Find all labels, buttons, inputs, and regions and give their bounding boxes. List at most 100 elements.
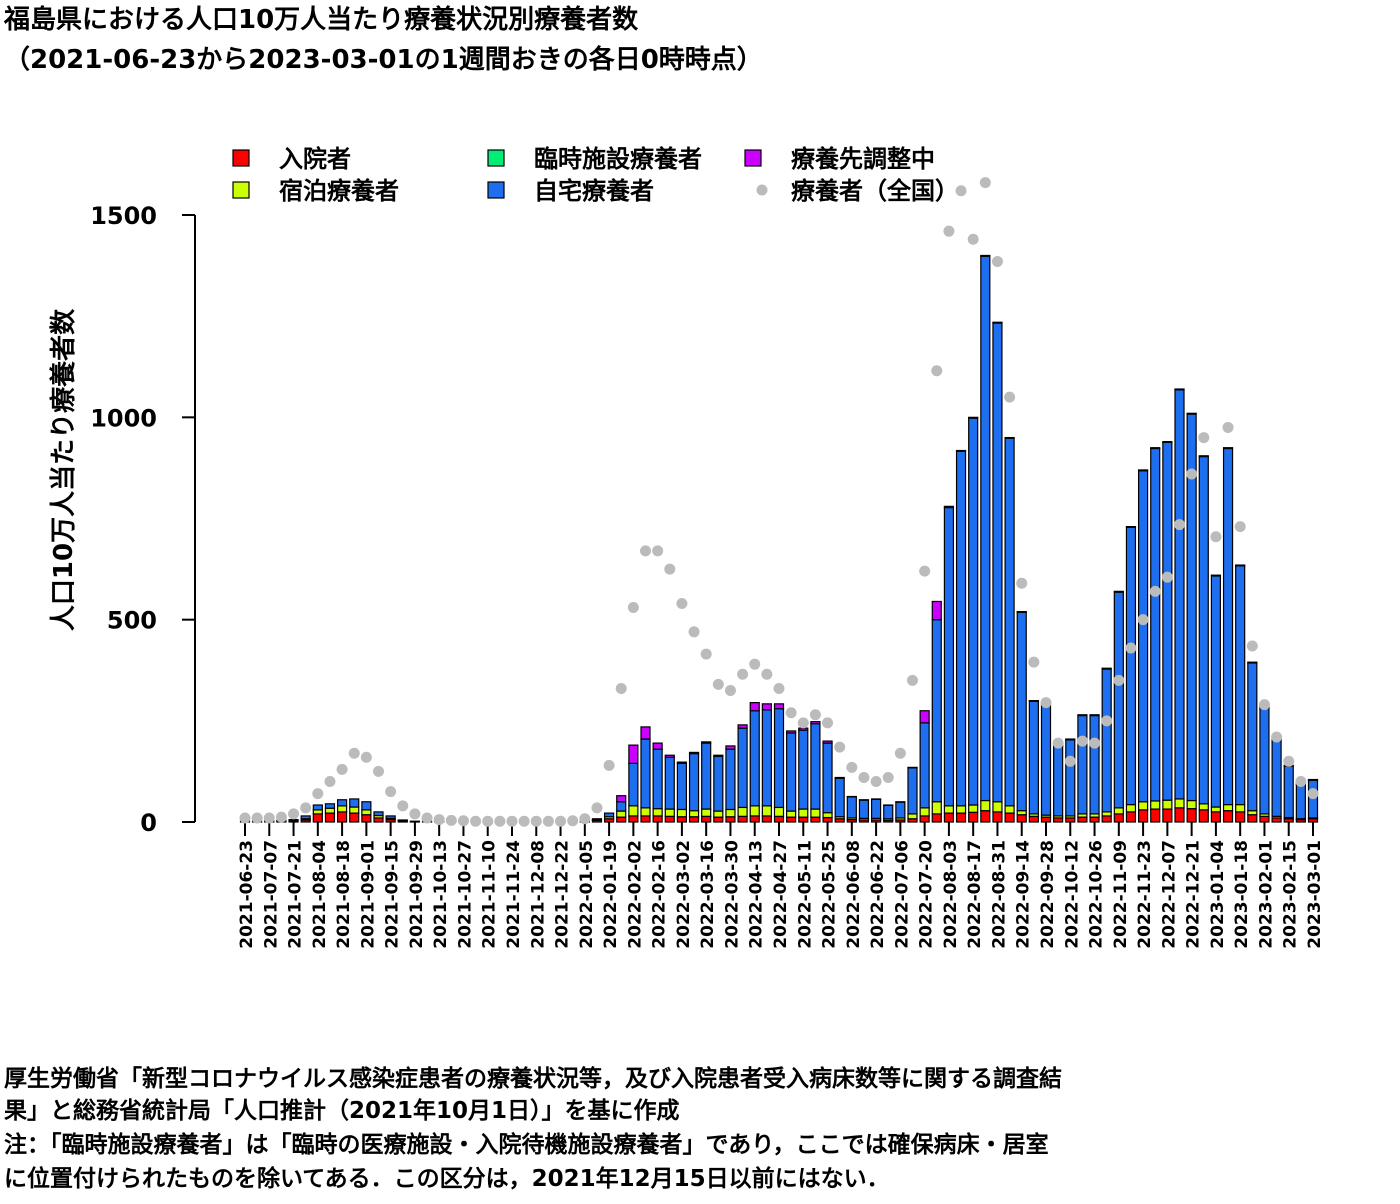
bar-segment <box>1199 804 1208 810</box>
bar-segment <box>811 724 820 809</box>
bar-segment <box>690 811 699 817</box>
x-tick-label: 2021-09-29 <box>407 840 427 949</box>
scatter-point <box>1235 521 1246 532</box>
bar-segment <box>762 806 771 816</box>
bar-segment <box>896 802 905 818</box>
bar-segment <box>775 807 784 816</box>
bar-segment <box>884 805 893 818</box>
bar-segment <box>908 814 917 819</box>
bar-segment <box>1066 818 1075 822</box>
bar-segment <box>1042 703 1051 815</box>
scatter-point <box>895 748 906 759</box>
bar-segment <box>313 805 322 810</box>
scatter-point <box>349 748 360 759</box>
x-tick-label: 2022-08-31 <box>989 840 1009 949</box>
bar-segment <box>313 810 322 814</box>
x-tick-label: 2021-12-22 <box>553 840 573 949</box>
bar-segment <box>1272 818 1281 822</box>
bar-segment <box>641 739 650 808</box>
bar-segment <box>787 817 796 822</box>
bar-segment <box>629 806 638 816</box>
scatter-point <box>822 717 833 728</box>
x-tick-label: 2021-07-21 <box>286 840 306 949</box>
bar-segment <box>1066 739 1075 740</box>
legend-label: 臨時施設療養者 <box>534 145 702 173</box>
bar-segment <box>690 754 699 811</box>
bar-segment <box>374 812 383 816</box>
bar-segment <box>1151 801 1160 809</box>
bar-segment <box>775 816 784 822</box>
y-axis-label: 人口10万人当たり療養者数 <box>49 308 79 631</box>
bar-segment <box>993 812 1002 822</box>
bar-segment <box>1187 413 1196 414</box>
bar-segment <box>775 709 784 808</box>
x-tick-label: 2022-09-14 <box>1014 840 1034 949</box>
scatter-point <box>337 764 348 775</box>
bar-segment <box>350 799 359 807</box>
bar-segment <box>1005 806 1014 813</box>
bar-segment <box>714 817 723 822</box>
bar-segment <box>1224 448 1233 804</box>
scatter-point <box>1174 519 1185 530</box>
bar-segment <box>1248 811 1257 815</box>
bar-segment <box>1017 815 1026 822</box>
bar-segment <box>1236 812 1245 822</box>
bar-segment <box>1102 816 1111 822</box>
bar-segment <box>823 818 832 822</box>
x-tick-label: 2022-04-13 <box>747 840 767 949</box>
bar-segment <box>350 807 359 813</box>
bar-segment <box>665 809 674 816</box>
bar-segment <box>969 812 978 822</box>
bar-segment <box>641 816 650 822</box>
scatter-point <box>907 675 918 686</box>
chart-subtitle: （2021-06-23から2023-03-01の1週間おきの各日0時時点） <box>4 44 763 75</box>
bar-segment <box>1102 669 1111 812</box>
bar-segment <box>1126 527 1135 804</box>
scatter-point <box>1162 572 1173 583</box>
bar-segment <box>690 817 699 822</box>
bar-segment <box>823 813 832 818</box>
x-tick-label: 2022-07-06 <box>892 840 912 949</box>
scatter-point <box>701 649 712 660</box>
x-tick-label: 2022-05-11 <box>795 840 815 949</box>
bar-segment <box>702 816 711 822</box>
bar-segment <box>677 809 686 816</box>
bar-segment <box>993 322 1002 323</box>
x-tick-label: 2021-08-04 <box>310 840 330 949</box>
bar-segment <box>1224 448 1233 449</box>
bar-segment <box>799 728 808 730</box>
bar-segment <box>1248 663 1257 811</box>
bar-segment <box>799 817 808 822</box>
scatter-point <box>312 788 323 799</box>
scatter-point <box>1053 738 1064 749</box>
bar-segment <box>653 816 662 822</box>
bar-segment <box>1114 591 1123 592</box>
scatter-point <box>1138 614 1149 625</box>
bar-segment <box>617 811 626 817</box>
scatter-point <box>1028 657 1039 668</box>
bar-segment <box>1163 800 1172 809</box>
x-tick-label: 2022-12-21 <box>1184 840 1204 949</box>
bar-segment <box>1005 813 1014 822</box>
x-tick-label: 2023-03-01 <box>1305 840 1325 949</box>
x-tick-label: 2023-02-01 <box>1256 840 1276 949</box>
bar-segment <box>1126 805 1135 812</box>
bar-segment <box>957 806 966 813</box>
bar-segment <box>1126 812 1135 822</box>
bar-segment <box>1248 815 1257 822</box>
scatter-point <box>1101 715 1112 726</box>
bar-segment <box>1151 809 1160 822</box>
scatter-point <box>324 776 335 787</box>
bar-segment <box>957 813 966 822</box>
x-tick-label: 2022-05-25 <box>820 840 840 949</box>
legend-label: 療養者（全国） <box>791 177 959 205</box>
scatter-point <box>761 669 772 680</box>
scatter-point <box>786 707 797 718</box>
y-tick-label: 1000 <box>90 404 157 432</box>
scatter-point <box>494 816 505 827</box>
bar-segment <box>665 816 674 822</box>
bar-segment <box>1163 442 1172 443</box>
bar-segment <box>944 506 953 507</box>
scatter-point <box>846 762 857 773</box>
